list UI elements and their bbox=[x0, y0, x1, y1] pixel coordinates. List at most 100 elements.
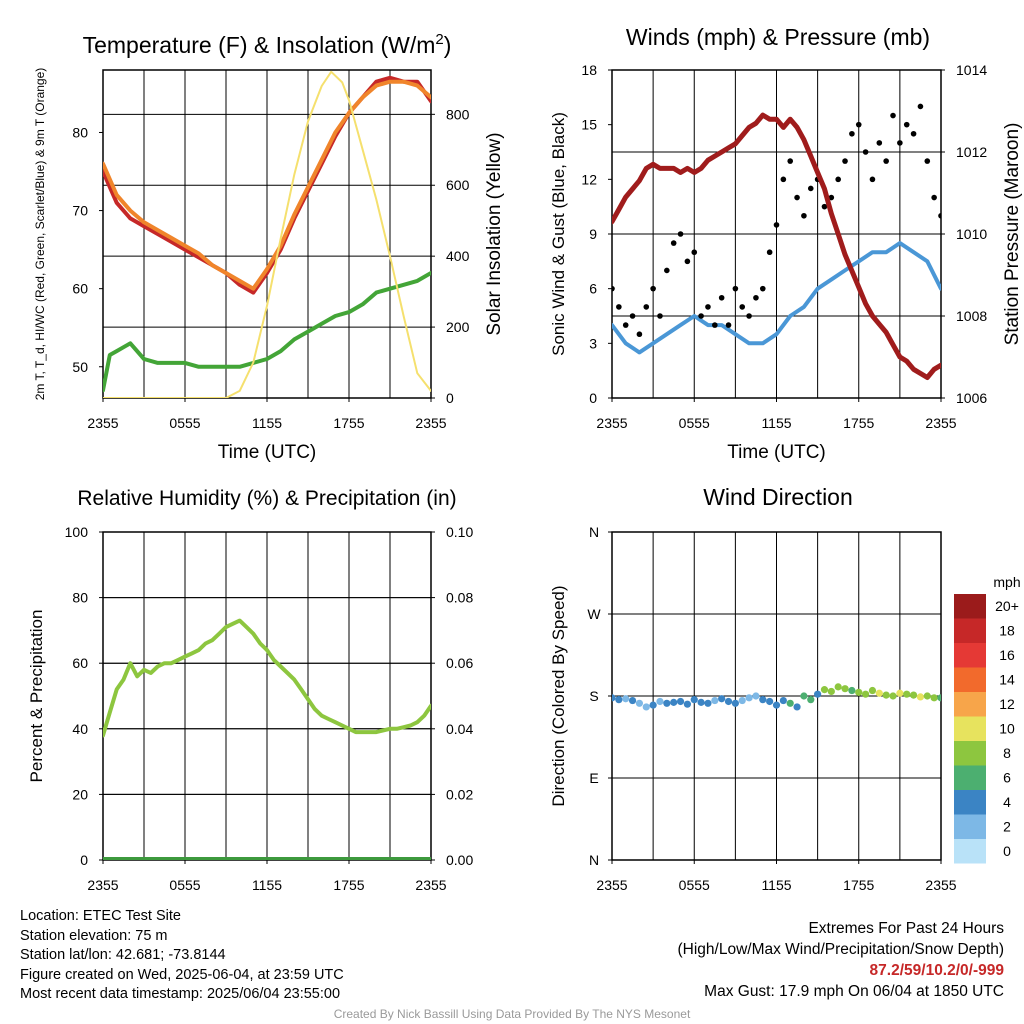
plot-area bbox=[612, 103, 941, 380]
gust-point bbox=[931, 194, 937, 201]
x-tick-label: 0555 bbox=[169, 877, 200, 893]
direction-point bbox=[724, 697, 733, 706]
legend-swatch bbox=[954, 618, 986, 643]
legend-label: 16 bbox=[999, 647, 1015, 663]
gust-point bbox=[650, 285, 656, 292]
gust-point bbox=[725, 322, 732, 328]
gust-point bbox=[821, 203, 828, 210]
direction-point bbox=[759, 696, 767, 704]
y-tick-right-label: 0 bbox=[446, 390, 454, 406]
y-tick-right-label: 1010 bbox=[956, 226, 987, 242]
speed-legend: mph 20+ 18 16 14 12 10 8 6 4 2 0 bbox=[954, 574, 1021, 864]
legend-swatch bbox=[954, 643, 986, 668]
direction-point bbox=[916, 693, 925, 701]
y-tick-label: 15 bbox=[581, 117, 597, 133]
gust-point bbox=[664, 267, 670, 274]
direction-point bbox=[834, 683, 842, 691]
legend-label: 20+ bbox=[995, 598, 1019, 614]
y-tick-label: S bbox=[589, 688, 598, 704]
x-tick-label: 2355 bbox=[596, 877, 627, 893]
direction-point bbox=[814, 690, 822, 698]
gust-point bbox=[698, 313, 704, 319]
y-axis-label: Sonic Wind & Gust (Blue, Black) bbox=[549, 112, 568, 356]
extremes-values: 87.2/59/10.2/0/-999 bbox=[869, 962, 1004, 979]
max-gust: Max Gust: 17.9 mph On 06/04 at 1850 UTC bbox=[704, 983, 1004, 1000]
gust-point bbox=[636, 331, 643, 338]
direction-point bbox=[752, 692, 760, 700]
gust-point bbox=[794, 194, 800, 201]
gust-point bbox=[890, 112, 896, 119]
direction-point bbox=[807, 696, 815, 704]
gust-point bbox=[612, 285, 615, 292]
legend-swatch bbox=[954, 839, 986, 864]
chart-title: Wind Direction bbox=[703, 484, 853, 510]
gust-point bbox=[862, 149, 869, 155]
x-tick-label: 2355 bbox=[415, 877, 446, 893]
direction-point bbox=[882, 691, 890, 699]
direction-point bbox=[868, 686, 877, 695]
direction-point bbox=[930, 694, 938, 702]
series-line bbox=[612, 241, 941, 355]
grid bbox=[103, 531, 431, 861]
gust-point bbox=[787, 158, 794, 164]
gust-point bbox=[753, 294, 759, 301]
y-tick-label: 40 bbox=[72, 721, 88, 737]
y-tick-right-label: 0.08 bbox=[446, 590, 473, 606]
legend-swatch bbox=[954, 814, 986, 839]
y-tick-right-label: 0.06 bbox=[446, 655, 473, 671]
legend-swatch bbox=[954, 667, 986, 692]
gust-point bbox=[759, 285, 766, 292]
x-axis-label: Time (UTC) bbox=[727, 442, 826, 463]
direction-point bbox=[779, 696, 787, 705]
y-tick-label: 0 bbox=[589, 390, 597, 406]
extremes-info: Extremes For Past 24 Hours (High/Low/Max… bbox=[678, 918, 1005, 1002]
gust-point bbox=[801, 212, 807, 219]
x-tick-label: 0555 bbox=[679, 415, 710, 431]
gust-point bbox=[910, 130, 917, 137]
y-tick-label: 12 bbox=[581, 171, 597, 187]
chart-title: Temperature (F) & Insolation (W/m2) bbox=[83, 31, 452, 58]
x-tick-label: 1755 bbox=[843, 877, 874, 893]
x-tick-label: 1155 bbox=[761, 415, 791, 431]
y-tick-right-label: 200 bbox=[446, 319, 470, 335]
direction-point bbox=[745, 694, 753, 702]
direction-point bbox=[923, 692, 931, 700]
gust-point bbox=[718, 294, 725, 301]
direction-point bbox=[903, 690, 911, 698]
y-tick-right-label: 1006 bbox=[956, 390, 987, 406]
station-latlon: Station lat/lon: 42.681; -73.8144 bbox=[20, 947, 226, 963]
direction-point bbox=[656, 697, 664, 706]
direction-point bbox=[718, 695, 726, 703]
y-tick-label: N bbox=[589, 524, 599, 540]
direction-point bbox=[841, 685, 849, 693]
legend-label: 12 bbox=[999, 696, 1015, 712]
chart-humidity: Relative Humidity (%) & Precipitation (i… bbox=[27, 487, 473, 893]
gust-point bbox=[835, 176, 841, 183]
x-tick-label: 0555 bbox=[679, 877, 710, 893]
x-tick-label: 1755 bbox=[333, 415, 364, 431]
direction-point bbox=[820, 686, 829, 694]
x-tick-label: 2355 bbox=[925, 415, 956, 431]
direction-point bbox=[937, 694, 941, 702]
legend-label: 2 bbox=[1003, 819, 1011, 835]
legend-swatch bbox=[954, 741, 986, 766]
chart-wind_direction: Wind Direction 2355 0555 1155 1755 2355 N E S W N D… bbox=[549, 484, 1021, 893]
x-tick-label: 2355 bbox=[925, 877, 956, 893]
y-tick-right-label: 0.02 bbox=[446, 786, 473, 802]
legend-swatch bbox=[954, 716, 986, 741]
legend-label: 6 bbox=[1003, 770, 1011, 786]
gust-point bbox=[732, 285, 739, 292]
y-tick-right-label: 0.04 bbox=[446, 721, 473, 737]
y-tick-right-label: 0.00 bbox=[446, 852, 473, 868]
y-tick-label: 18 bbox=[581, 62, 597, 78]
y-tick-label: 60 bbox=[72, 281, 88, 297]
series-line bbox=[103, 70, 431, 398]
gust-point bbox=[897, 140, 903, 146]
legend-swatch bbox=[954, 790, 986, 815]
y-tick-label: 9 bbox=[589, 226, 597, 242]
direction-point bbox=[663, 699, 671, 707]
direction-point bbox=[731, 699, 739, 707]
chart-temperature: Temperature (F) & Insolation (W/m2)2355 0… bbox=[33, 31, 505, 463]
series-line bbox=[103, 271, 431, 393]
